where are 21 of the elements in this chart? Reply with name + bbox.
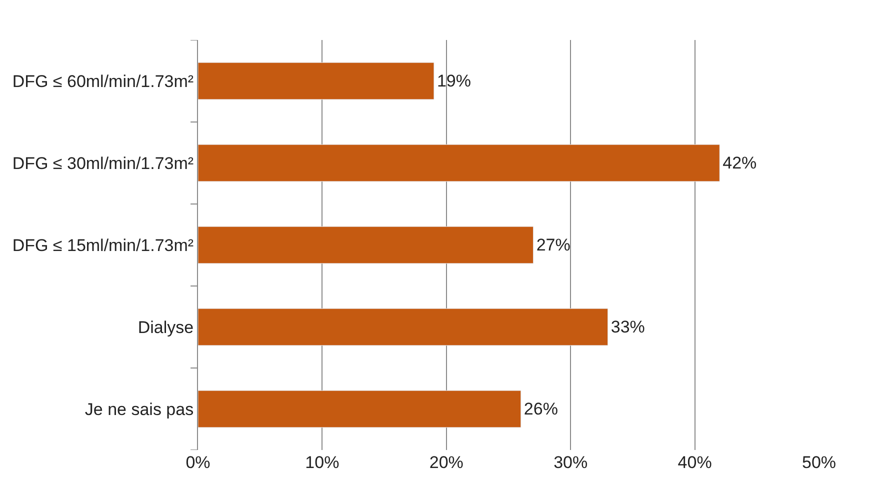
bar bbox=[198, 62, 434, 100]
y-tick-label: Dialyse bbox=[138, 318, 194, 337]
bar bbox=[198, 390, 522, 428]
data-label: 42% bbox=[722, 154, 757, 172]
bar bbox=[198, 308, 608, 346]
x-tick-label: 0% bbox=[186, 453, 210, 472]
bar bbox=[198, 144, 720, 182]
x-tick-label: 10% bbox=[305, 453, 340, 472]
y-tick-label: DFG ≤ 60ml/min/1.73m² bbox=[12, 72, 194, 91]
y-tick-label: DFG ≤ 15ml/min/1.73m² bbox=[12, 236, 194, 255]
data-label: 26% bbox=[524, 400, 558, 418]
y-tick-label: Je ne sais pas bbox=[84, 400, 194, 419]
data-label: 27% bbox=[536, 236, 570, 254]
x-tick-label: 40% bbox=[678, 453, 712, 472]
x-tick-label: 50% bbox=[802, 453, 836, 472]
y-tick-label: DFG ≤ 30ml/min/1.73m² bbox=[12, 154, 194, 173]
bar bbox=[198, 226, 534, 264]
data-label: 33% bbox=[610, 318, 645, 336]
x-tick-label: 20% bbox=[429, 453, 464, 472]
x-tick-label: 30% bbox=[554, 453, 588, 472]
data-label: 19% bbox=[436, 72, 472, 90]
